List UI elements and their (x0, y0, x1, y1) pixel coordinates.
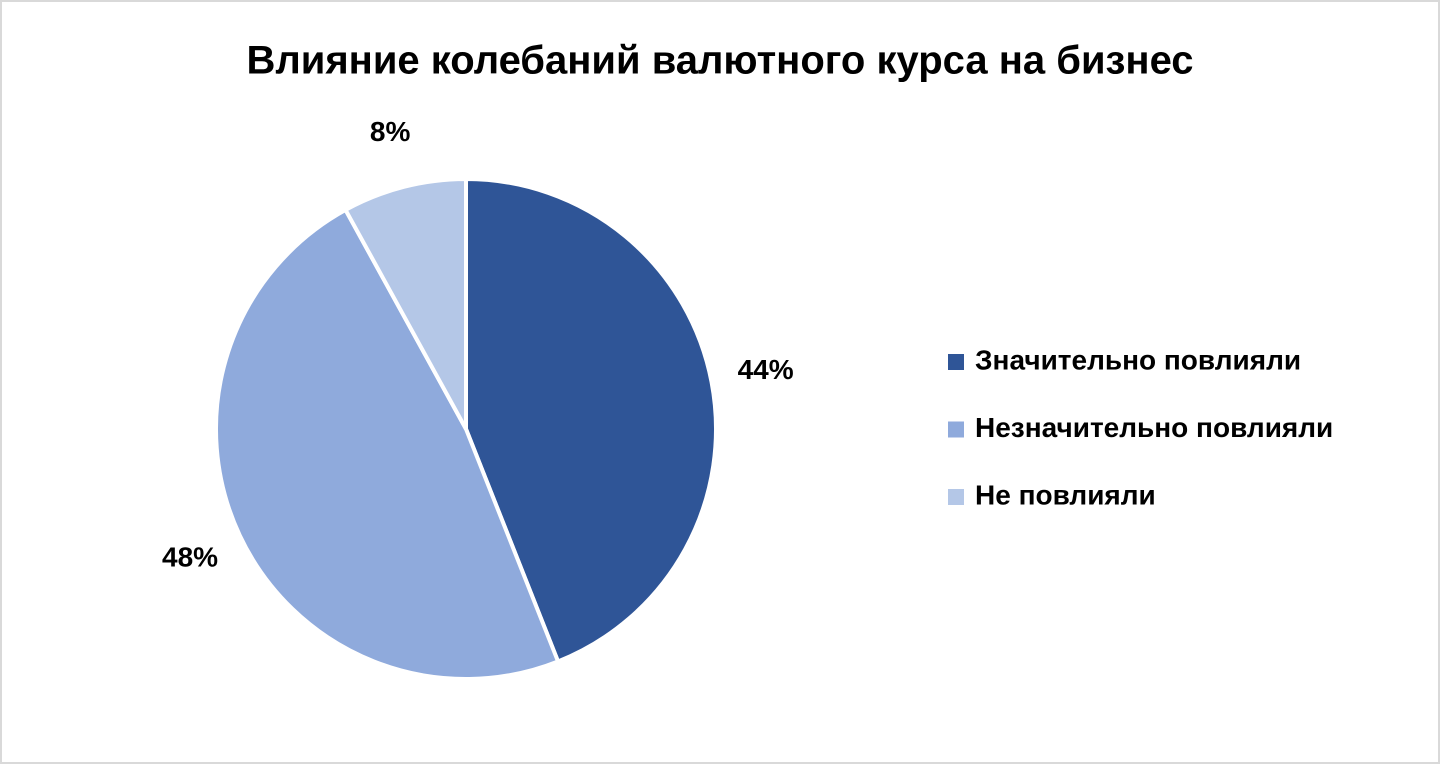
chart-title: Влияние колебаний валютного курса на биз… (246, 39, 1193, 83)
legend-label: Значительно повлияли (975, 344, 1301, 375)
data-label: 8% (370, 116, 411, 147)
legend-swatch (948, 354, 964, 370)
data-label: 48% (162, 541, 218, 572)
legend-label: Незначительно повлияли (975, 412, 1333, 443)
legend-label: Не повлияли (975, 479, 1156, 510)
legend-swatch (948, 421, 964, 438)
data-label: 44% (738, 354, 794, 385)
pie-slice (214, 207, 561, 681)
pie-slice (464, 176, 718, 665)
pie-slice (342, 176, 468, 430)
legend-swatch (948, 489, 964, 505)
